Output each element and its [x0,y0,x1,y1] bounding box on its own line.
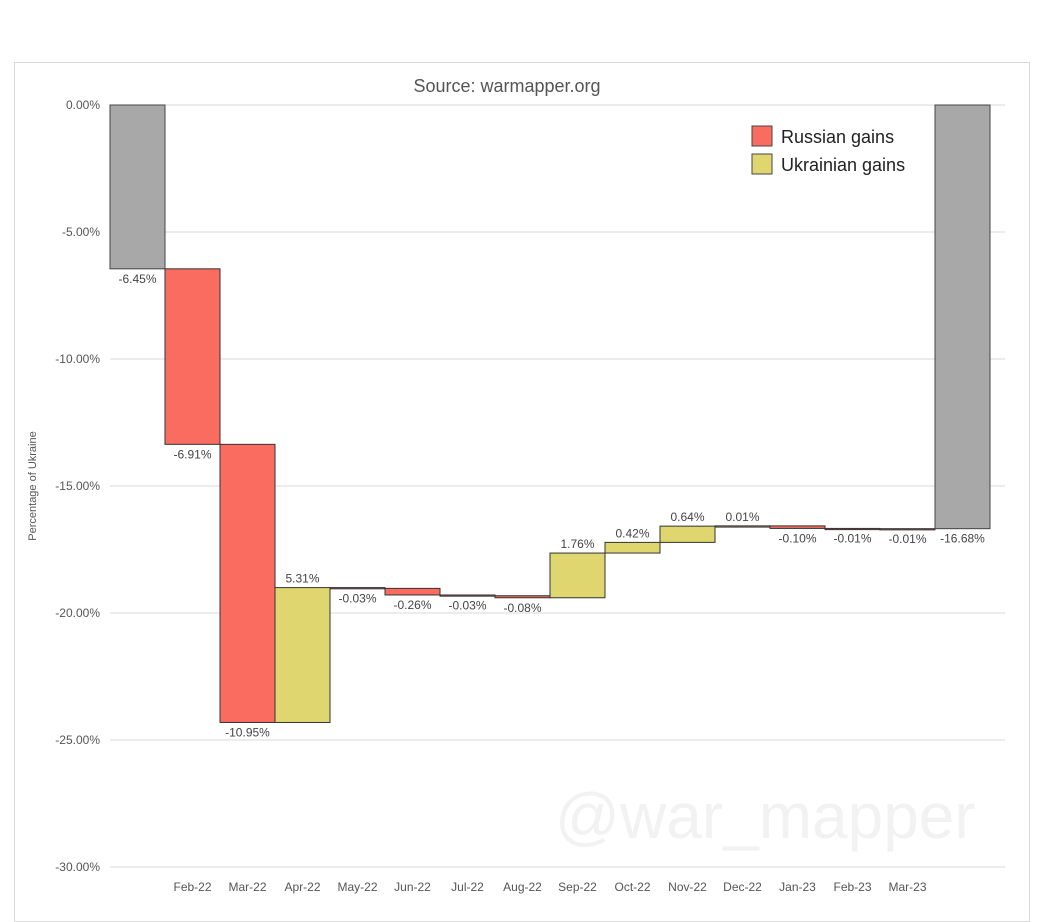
bar-mar-23 [879,528,936,531]
data-label: -0.08% [503,601,541,615]
x-tick-label: Feb-22 [173,880,211,894]
bar-dec-22 [714,525,771,528]
data-label: -0.01% [888,532,926,546]
bar-may-22 [329,587,386,590]
data-label: -0.26% [393,598,431,612]
x-tick-label: Nov-22 [668,880,707,894]
x-tick-label: Jun-22 [394,880,431,894]
y-axis-label: Percentage of Ukraine [27,431,39,540]
x-tick-label: Apr-22 [284,880,320,894]
data-label: -0.03% [338,591,376,605]
data-label-end: -16.68% [940,532,985,546]
y-tick-label: 0.00% [66,98,100,112]
bar-oct-22 [604,541,661,554]
y-tick-label: -30.00% [55,860,100,874]
bar-jan-23 [769,525,826,529]
legend-label-russian: Russian gains [781,127,894,147]
bar-jul-22 [439,594,496,597]
y-tick-label: -5.00% [62,225,100,239]
y-tick-label: -15.00% [55,479,100,493]
data-label: 0.64% [670,510,704,524]
bar-feb-23 [824,527,881,531]
x-tick-label: Sep-22 [558,880,597,894]
bar-mar-22 [219,443,276,723]
bar-end-total [934,104,991,530]
bar-sep-22 [549,552,606,599]
data-label: -6.91% [173,447,211,461]
x-tick-label: Mar-23 [888,880,926,894]
x-tick-label: Mar-22 [228,880,266,894]
chart-title: Source: warmapper.org [413,76,600,96]
bar-feb-22 [164,268,221,445]
y-tick-label: -20.00% [55,606,100,620]
bar-aug-22 [494,595,551,599]
legend-swatch-ukrainian [751,153,773,175]
data-label: 1.76% [560,537,594,551]
y-tick-label: -25.00% [55,733,100,747]
data-label: -0.01% [833,532,871,546]
data-label: 0.01% [725,510,759,524]
watermark: @war_mapper [555,780,976,852]
data-label: 0.42% [615,526,649,540]
x-tick-label: Jan-23 [779,880,816,894]
legend-label-ukrainian: Ukrainian gains [781,155,905,175]
x-tick-label: Oct-22 [614,880,650,894]
bar-nov-22 [659,525,716,543]
x-tick-label: Aug-22 [503,880,542,894]
data-label: 5.31% [285,572,319,586]
data-label-start: -6.45% [118,272,156,286]
x-tick-label: May-22 [337,880,377,894]
bar-start-total [109,104,166,270]
data-label: -0.10% [778,531,816,545]
data-label: -10.95% [225,725,270,739]
legend: Russian gains Ukrainian gains [751,125,905,175]
data-label: -0.03% [448,599,486,613]
bar-jun-22 [384,587,441,596]
x-tick-label: Jul-22 [451,880,484,894]
y-tick-label: -10.00% [55,352,100,366]
legend-swatch-russian [751,125,773,147]
x-tick-label: Feb-23 [833,880,871,894]
bar-apr-22 [274,587,331,723]
x-tick-label: Dec-22 [723,880,762,894]
